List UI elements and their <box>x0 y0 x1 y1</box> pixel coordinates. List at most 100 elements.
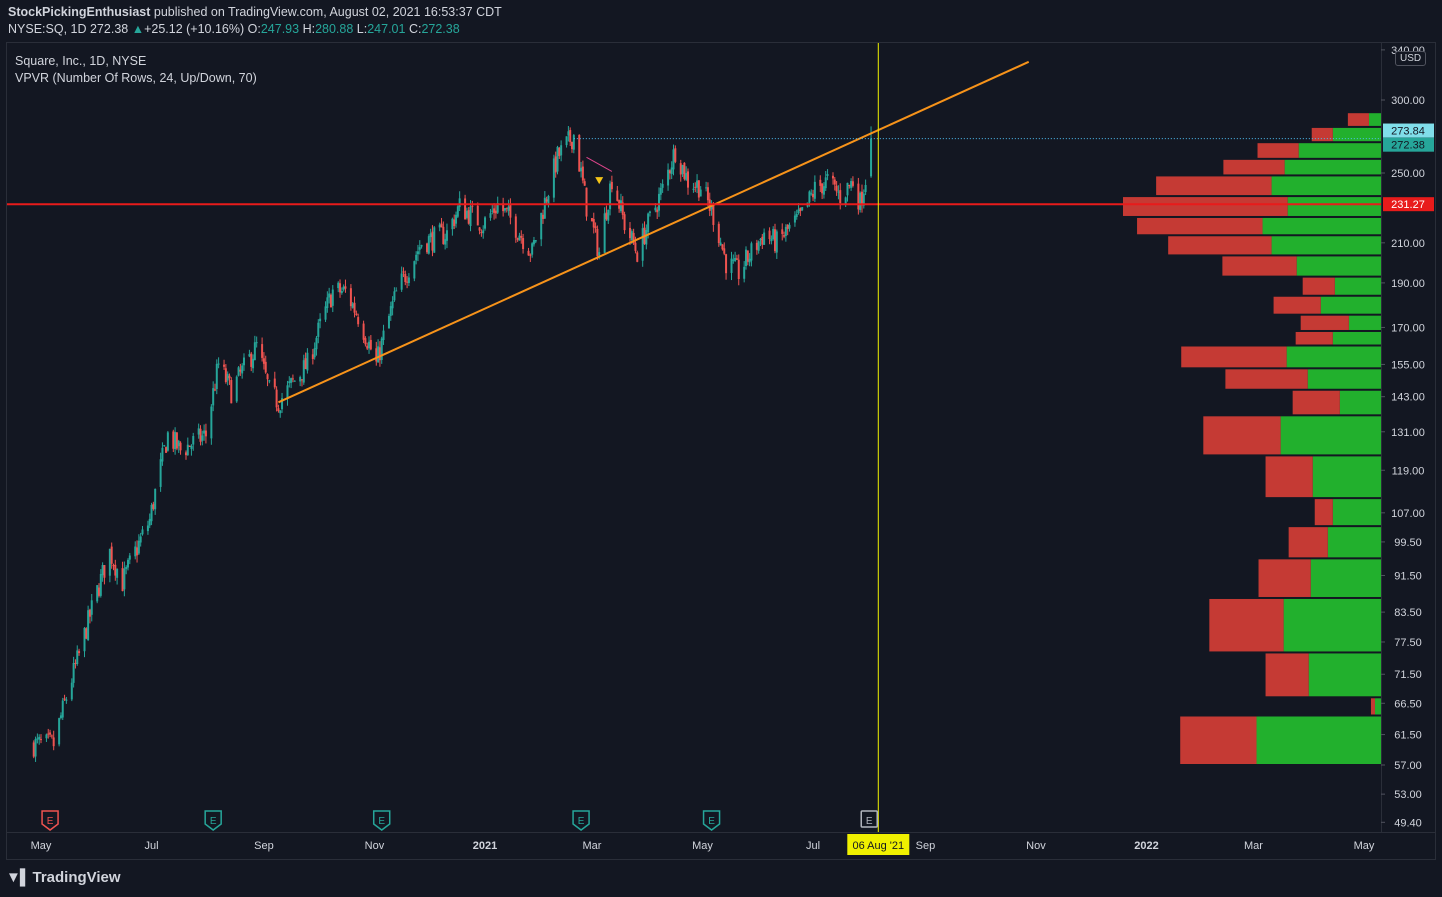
vpvr-up-bar-11 <box>1286 346 1381 368</box>
time-tick-label: Jul <box>806 840 820 852</box>
low-label: L: <box>356 22 368 36</box>
candle-171 <box>465 207 468 220</box>
candle-body <box>70 682 73 700</box>
candle-7 <box>49 729 52 738</box>
candle-body <box>522 238 525 249</box>
candle-body <box>556 146 559 172</box>
candle-316 <box>833 176 836 191</box>
candle-160 <box>438 222 441 232</box>
candle-204 <box>547 194 550 208</box>
candle-body <box>788 224 791 229</box>
candle-body <box>770 238 773 242</box>
candle-body <box>476 205 479 226</box>
vpvr-up-bar-24 <box>1368 113 1381 126</box>
time-axis[interactable]: May Jul Sep Nov 2021 Mar May Jul Sep Nov 2022 Mar Ma… <box>7 832 1435 856</box>
candle-body <box>252 358 255 369</box>
candle-146 <box>402 267 405 278</box>
candle-325 <box>857 177 860 215</box>
candle-body <box>737 259 740 279</box>
candle-body <box>418 247 421 250</box>
candle-body <box>148 518 151 526</box>
candle-137 <box>378 341 381 367</box>
candle-327 <box>860 184 863 213</box>
candle-body <box>357 317 360 325</box>
candle-168 <box>456 205 459 219</box>
candle-body <box>150 504 153 522</box>
candle-body <box>204 430 207 437</box>
candle-body <box>839 190 842 204</box>
earnings-beat-icon: E <box>572 810 590 831</box>
candle-221 <box>592 212 595 234</box>
author-name[interactable]: StockPickingEnthusiast <box>8 5 151 19</box>
candle-body <box>634 242 637 251</box>
candle-body <box>870 138 873 177</box>
vpvr-up-bar-9 <box>1339 390 1381 415</box>
candle-260 <box>692 182 695 193</box>
candle-body <box>49 732 52 735</box>
candle-body <box>810 193 813 195</box>
candle-body <box>393 291 396 301</box>
candle-body <box>415 254 418 261</box>
candle-body <box>471 205 474 207</box>
candle-body <box>605 212 608 220</box>
tradingview-logo[interactable]: ▼▌ TradingView <box>6 869 121 886</box>
candle-body <box>558 147 561 157</box>
candle-body <box>683 162 686 179</box>
candle-body <box>630 231 633 241</box>
candle-body <box>668 170 671 174</box>
close-value: 272.38 <box>421 22 460 36</box>
candle-body <box>317 322 320 337</box>
candle-279 <box>737 254 740 286</box>
candle-body <box>596 228 599 257</box>
price-tick-label: 71.50 <box>1394 669 1422 681</box>
chart-pane[interactable] <box>6 42 1436 860</box>
candle-body <box>266 374 269 380</box>
indicator-title[interactable]: VPVR (Number Of Rows, 24, Up/Down, 70) <box>15 71 257 85</box>
vpvr-up-bar-23 <box>1332 127 1381 142</box>
vpvr-down-bar-4 <box>1258 559 1311 597</box>
candle-93 <box>266 373 269 387</box>
candle-body <box>426 243 429 253</box>
candle-body <box>761 236 764 245</box>
candle-151 <box>415 251 418 265</box>
candle-body <box>166 432 169 451</box>
candle-body <box>759 238 762 241</box>
candle-122 <box>340 287 343 295</box>
candle-body <box>291 378 294 380</box>
candle-21 <box>85 627 88 640</box>
candle-body <box>616 190 619 201</box>
candle-178 <box>482 225 485 239</box>
candle-156 <box>427 234 430 255</box>
candle-body <box>659 187 662 195</box>
candle-231 <box>618 199 621 213</box>
candle-50 <box>159 452 162 492</box>
earnings-shield <box>572 810 590 831</box>
currency-badge[interactable]: USD <box>1395 51 1427 66</box>
candle-body <box>685 173 688 180</box>
candle-body <box>721 244 724 250</box>
symbol-label[interactable]: NYSE:SQ, 1D <box>8 22 87 36</box>
date-marker-badge <box>847 834 910 855</box>
brand-name: TradingView <box>32 869 121 886</box>
candle-68 <box>203 424 206 441</box>
candle-16 <box>72 656 75 688</box>
candle-body <box>831 175 834 179</box>
price-axis[interactable]: 340.00300.00250.00210.00190.00170.00155.… <box>1381 43 1425 832</box>
earnings-shield <box>702 810 721 831</box>
candle-body <box>268 380 271 382</box>
candle-87 <box>252 354 255 373</box>
candle-body <box>699 189 702 197</box>
candle-body <box>299 377 302 382</box>
series-title[interactable]: Square, Inc., 1D, NYSE <box>15 54 147 68</box>
candle-266 <box>706 182 709 207</box>
candle-body <box>97 587 100 596</box>
candle-49 <box>154 488 157 515</box>
candle-body <box>712 204 715 225</box>
candle-123 <box>342 284 345 292</box>
candle-body <box>503 208 506 211</box>
candle-body <box>288 381 291 384</box>
candle-276 <box>732 254 735 264</box>
candle-body <box>331 289 334 306</box>
candle-body <box>552 158 555 198</box>
